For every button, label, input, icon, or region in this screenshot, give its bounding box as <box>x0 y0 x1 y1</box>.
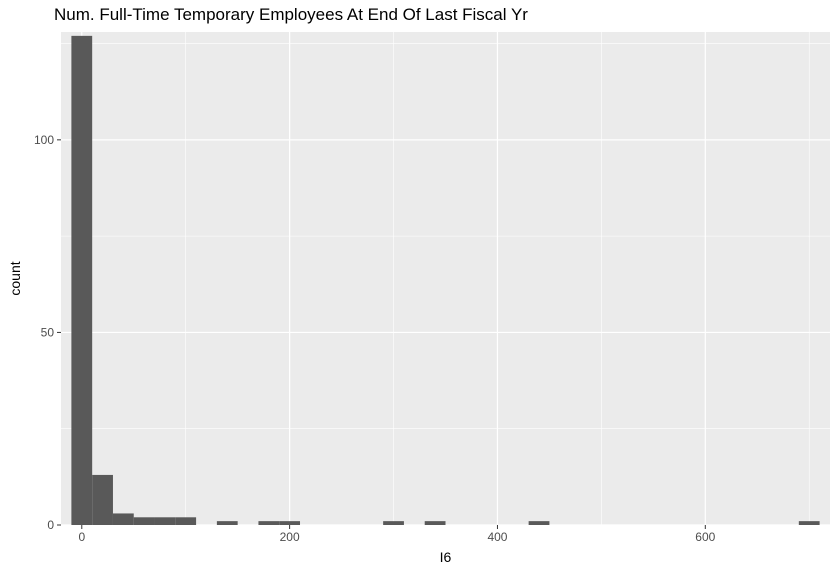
histogram-bar <box>528 521 550 525</box>
histogram-bar <box>216 521 238 525</box>
minor-gridlines <box>61 32 830 525</box>
histogram-bar <box>71 35 93 525</box>
chart-title: Num. Full-Time Temporary Employees At En… <box>54 5 528 24</box>
histogram-bar <box>798 521 820 525</box>
y-tick-label: 100 <box>34 133 54 147</box>
histogram-bar <box>154 517 176 525</box>
x-axis-title: I6 <box>440 549 452 565</box>
histogram-bar <box>92 474 113 525</box>
y-axis: 0 50 100 <box>34 133 61 532</box>
histogram-bar <box>258 521 280 525</box>
histogram-bar <box>383 521 404 525</box>
histogram-bar <box>112 513 134 525</box>
histogram-bar <box>175 517 197 525</box>
x-tick-label: 400 <box>487 530 507 544</box>
x-tick-label: 0 <box>78 530 85 544</box>
x-tick-label: 200 <box>280 530 300 544</box>
histogram-bar <box>133 517 155 525</box>
y-tick-label: 0 <box>47 518 54 532</box>
histogram-bar <box>279 521 301 525</box>
histogram-bar <box>424 521 446 525</box>
histogram-bars <box>71 35 820 525</box>
y-tick-label: 50 <box>41 325 55 339</box>
plot-panel <box>61 32 830 525</box>
y-axis-title: count <box>7 261 23 295</box>
x-tick-label: 600 <box>695 530 715 544</box>
x-axis: 0 200 400 600 <box>78 525 716 544</box>
